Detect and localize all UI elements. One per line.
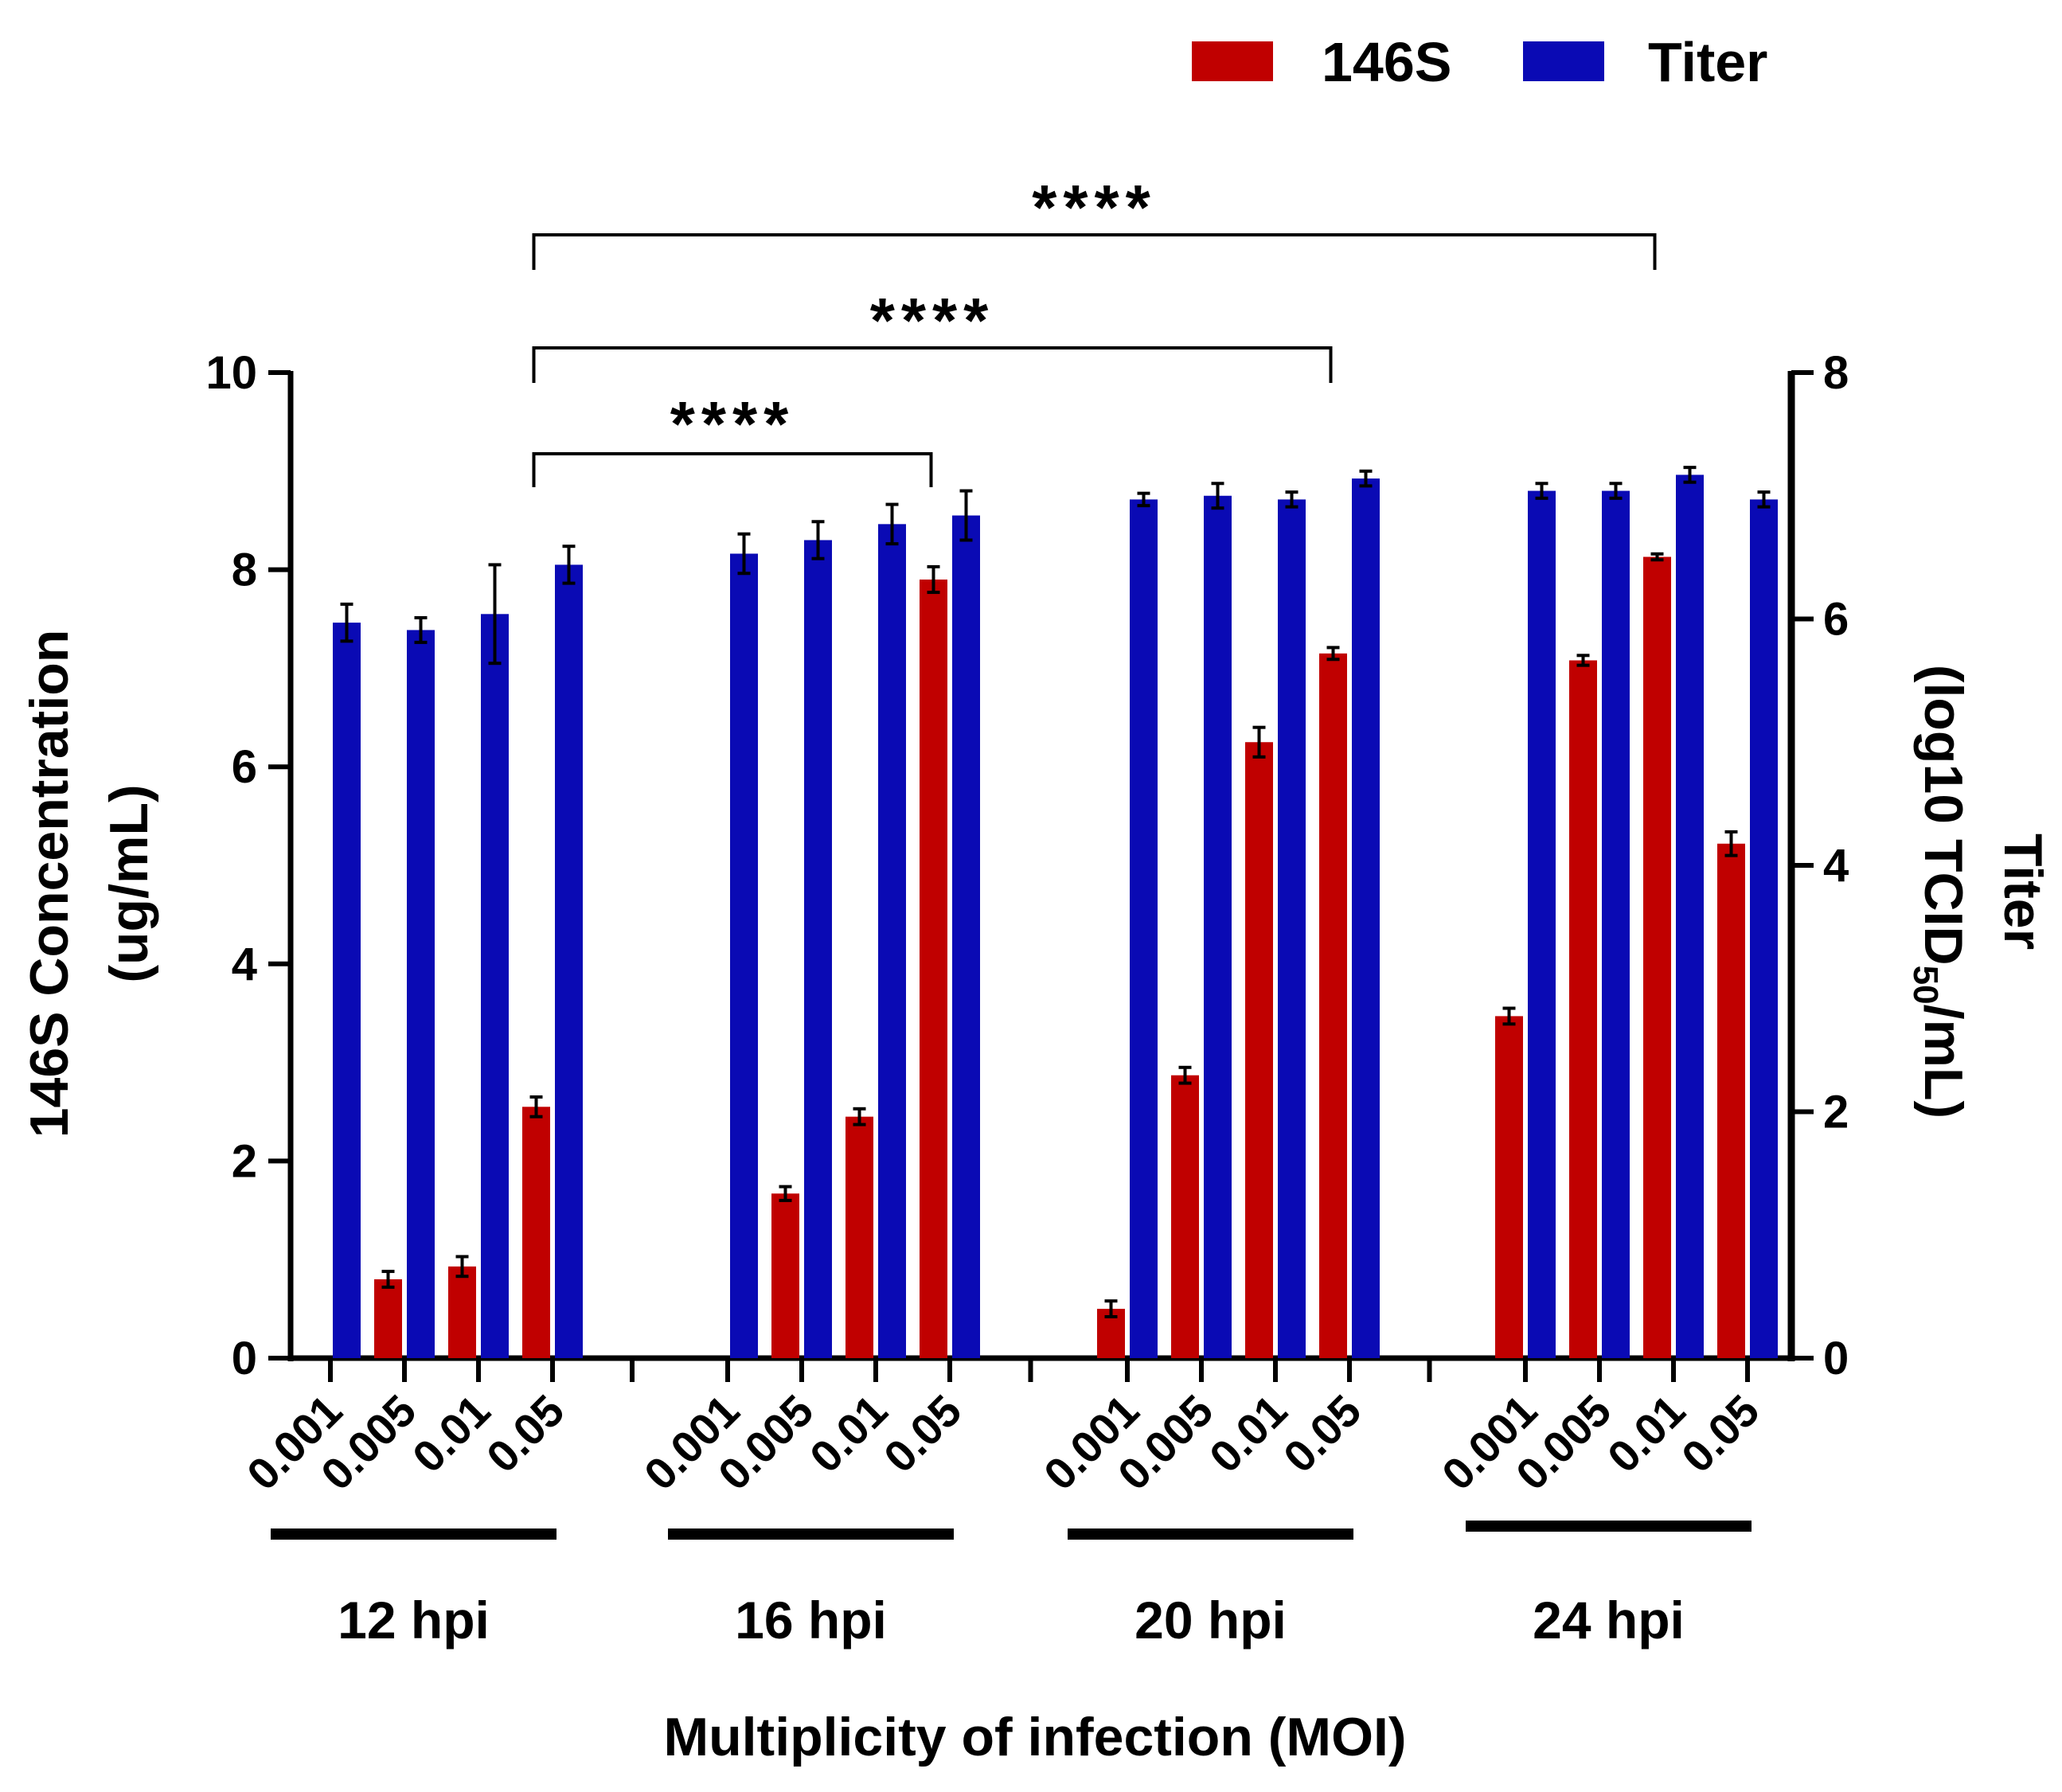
- significance-label: ****: [670, 388, 795, 459]
- y-right-tick-label: 0: [1823, 1333, 1849, 1384]
- bar-146s: [374, 1279, 402, 1358]
- bar-146s: [1495, 1016, 1523, 1358]
- bar-titer: [878, 524, 906, 1358]
- x-tick-label: 0.05: [874, 1385, 971, 1482]
- group-label: 20 hpi: [1134, 1591, 1287, 1649]
- significance-brackets: **** **** ****: [532, 172, 1657, 487]
- y-right-tick-label: 8: [1823, 347, 1849, 399]
- bar-titer: [1278, 499, 1306, 1358]
- legend: 146S Titer: [1192, 31, 1767, 93]
- bar-titer: [1602, 490, 1630, 1358]
- y-axis-right-title-line1: Titer: [1993, 834, 2053, 950]
- bar-146s: [1643, 556, 1671, 1358]
- y-left-tick-label: 4: [232, 939, 257, 990]
- x-tick-label: 0.01: [800, 1385, 897, 1482]
- bar-titer: [730, 553, 758, 1358]
- y-axis-right-title-main: (log10 TCID: [1913, 665, 1974, 966]
- x-tick-label: 0.01: [1200, 1385, 1297, 1482]
- y-left-tick-label: 6: [232, 741, 257, 793]
- group-label: 16 hpi: [735, 1591, 887, 1649]
- legend-swatch: [1523, 41, 1604, 81]
- bar-146s: [771, 1193, 799, 1358]
- legend-label: Titer: [1648, 31, 1767, 93]
- legend-label: 146S: [1322, 31, 1451, 93]
- bar-titer: [481, 614, 509, 1358]
- bar-titer: [1130, 499, 1158, 1358]
- y-right-tick-label: 6: [1823, 594, 1849, 646]
- x-tick-label: 0.05: [1274, 1385, 1371, 1482]
- x-axis-title: Multiplicity of infection (MOI): [663, 1707, 1406, 1767]
- bar-146s: [1319, 653, 1347, 1358]
- y-axis-left-title-line2: (ug/mL): [99, 784, 159, 982]
- significance-bracket: [532, 346, 1333, 383]
- y-axis-right-title-end: /mL): [1913, 1005, 1974, 1119]
- x-tick-label: 0.05: [1672, 1385, 1769, 1482]
- y-axis-right-title-sub: 50: [1906, 966, 1945, 1005]
- legend-swatch: [1192, 41, 1273, 81]
- bar-146s: [1245, 742, 1273, 1358]
- bar-146s: [920, 579, 947, 1358]
- bar-146s: [522, 1107, 550, 1358]
- bar-146s: [448, 1266, 476, 1358]
- bar-titer: [1528, 490, 1556, 1358]
- group-label: 12 hpi: [338, 1591, 490, 1649]
- bar-titer: [1352, 478, 1380, 1359]
- bar-146s: [1171, 1075, 1199, 1358]
- y-left-tick-label: 2: [232, 1135, 257, 1187]
- y-left-tick-label: 8: [232, 545, 257, 596]
- bar-titer: [1750, 499, 1778, 1358]
- bar-146s: [1717, 843, 1745, 1358]
- y-axis-left-title-line1: 146S Concentration: [19, 630, 80, 1138]
- significance-bracket: [532, 452, 933, 487]
- y-left-tick-label: 10: [205, 347, 257, 399]
- y-axis-right-title-line2: (log10 TCID50/mL): [1906, 665, 1974, 1119]
- bar-146s: [845, 1116, 873, 1358]
- x-tick-label: 0.01: [1598, 1385, 1695, 1482]
- bar-titer: [1676, 474, 1704, 1358]
- bars: [333, 466, 1778, 1359]
- group-label: 24 hpi: [1533, 1591, 1685, 1649]
- y-right-tick-label: 4: [1823, 840, 1849, 892]
- x-tick-label: 0.05: [477, 1385, 574, 1482]
- bar-titer: [804, 540, 832, 1359]
- significance-bracket: [532, 233, 1657, 270]
- bar-titer: [952, 515, 980, 1358]
- bar-146s: [1569, 660, 1597, 1358]
- bar-titer: [1204, 495, 1232, 1358]
- significance-label: ****: [870, 285, 995, 356]
- y-left-tick-label: 0: [232, 1333, 257, 1384]
- bar-titer: [333, 623, 361, 1358]
- significance-label: ****: [1032, 172, 1157, 243]
- x-tick-label: 0.01: [403, 1385, 500, 1482]
- bar-titer: [555, 564, 583, 1358]
- y-right-tick-label: 2: [1823, 1087, 1849, 1138]
- bar-titer: [407, 630, 435, 1358]
